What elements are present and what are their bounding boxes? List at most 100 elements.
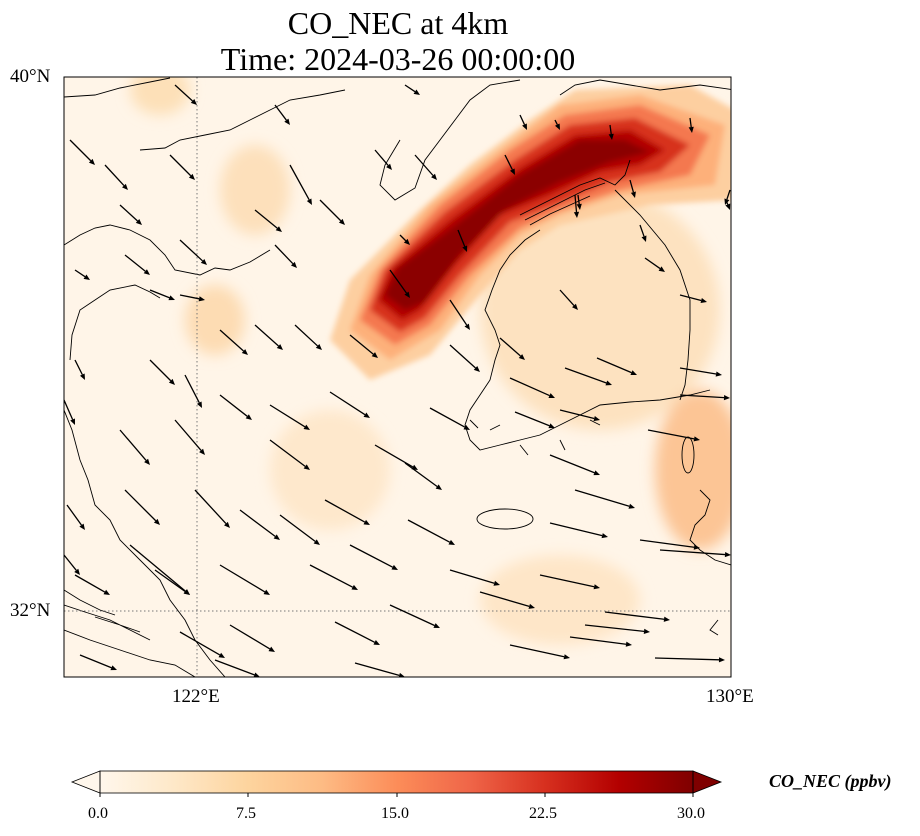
wind-arrow-shaft [404,462,438,487]
wind-arrow-shaft [499,337,521,357]
colorbar-tick-label: 22.5 [529,805,557,822]
wind-arrow-shaft [647,429,695,440]
wind-arrow-head [715,371,722,377]
wind-arrow-head [110,665,117,671]
wind-arrow-shaft [549,454,595,474]
wind-arrow-shaft [639,224,645,237]
wind-arrow-head [284,118,290,125]
colorbar-tick-label: 15.0 [381,805,409,822]
wind-arrow-head [528,603,535,609]
wind-arrow-head [373,639,380,645]
coastline-liaodong [379,79,521,201]
colorbar-extend-min [70,770,101,794]
wind-arrow-head [658,266,665,272]
wind-arrow-shaft [574,194,578,213]
wind-arrow-head [464,323,470,330]
wind-arrow-shaft [74,574,106,593]
colorbar-label: CO_NEC (ppbv) [769,771,892,791]
wind-arrow-shaft [504,154,513,170]
colorbar-gradient [100,771,693,793]
wind-arrow-head [548,393,555,398]
wind-arrow-head [605,380,612,386]
wind-arrow-head [386,163,392,170]
wind-arrow-shaft [274,244,294,265]
wind-arrow-head [509,168,515,175]
wind-arrow-head [630,370,637,376]
coastlines [64,77,731,677]
wind-arrow-shaft [324,499,366,523]
wind-arrow-head [693,436,700,442]
wind-arrow-shaft [214,659,255,676]
lat-tick-label: 32°N [10,600,51,621]
wind-arrow-head [143,269,150,275]
wind-arrow-head [273,534,280,540]
wind-arrow-head [404,291,410,298]
wind-arrow-shaft [509,644,565,658]
wind-arrow-shaft [289,164,310,201]
field-diffuse [130,77,731,645]
wind-arrow-shaft [399,234,407,242]
wind-vectors [64,84,731,677]
wind-arrow-head [199,448,205,455]
wind-arrow-head [462,245,468,252]
wind-arrow-head [723,395,730,401]
wind-arrow-shaft [354,662,400,677]
co-field-layer [64,77,731,677]
wind-arrow-shaft [309,564,353,588]
wind-arrow-shaft [559,289,575,306]
wind-arrow-shaft [389,269,408,294]
wind-arrow-head [431,173,437,180]
wind-arrow-shaft [174,419,202,451]
wind-arrow-head [572,303,578,310]
wind-arrow-shaft [219,329,244,352]
map-title: CO_NEC at 4km [287,5,509,41]
coastline-bohai-north [139,89,346,151]
wind-arrow-shaft [559,409,595,420]
wind-arrow-head [306,198,312,205]
wind-arrow-shaft [407,519,451,543]
wind-arrow-shaft [609,124,612,135]
wind-arrow-head [70,418,75,425]
wind-arrow-head [593,416,600,422]
wind-arrow-head [188,173,195,180]
wind-arrow-shaft [219,394,248,417]
wind-arrow-shaft [574,489,630,507]
wind-arrow-shaft [269,404,306,428]
wind-arrow-shaft [149,359,172,382]
wind-arrow-head [448,539,455,545]
wind-arrow-shaft [334,621,375,643]
wind-arrow-head [576,203,582,210]
wind-arrow-head [522,123,527,130]
wind-arrow-head [79,523,85,530]
wind-arrow-head [398,672,405,677]
wind-arrow-head [601,533,608,539]
wind-arrow-head [241,349,248,355]
wind-arrow-head [363,519,370,525]
wind-arrow-shaft [66,504,83,526]
wind-arrow-shaft [329,391,366,416]
colorbar-tick-label: 0.0 [88,805,108,822]
wind-arrow-shaft [539,574,595,588]
wind-arrow-head [493,580,500,586]
wind-arrow-head [290,261,297,268]
wind-arrow-shaft [349,544,393,568]
wind-arrow-head [718,657,725,663]
wind-arrow-head [563,654,570,660]
wind-arrow-shaft [169,154,192,177]
wind-arrow-shaft [449,344,476,369]
wind-arrow-head [351,584,358,590]
lon-tick-label: 130°E [706,686,754,707]
wind-arrow-shaft [457,229,466,247]
coastline-northeast [559,79,731,96]
wind-arrow-head [403,238,410,245]
map-time-subtitle: Time: 2024-03-26 00:00:00 [220,41,576,77]
wind-arrow-shaft [119,204,138,222]
coastline-north-korea-2 [524,182,606,226]
wind-arrow-shaft [479,591,530,607]
wind-arrow-head [391,564,398,570]
wind-arrow-head [144,458,150,465]
wind-arrow-head [518,354,525,360]
wind-arrow-shaft [104,164,125,187]
coastline-north-korea [519,159,631,216]
wind-arrow-head [641,235,647,242]
